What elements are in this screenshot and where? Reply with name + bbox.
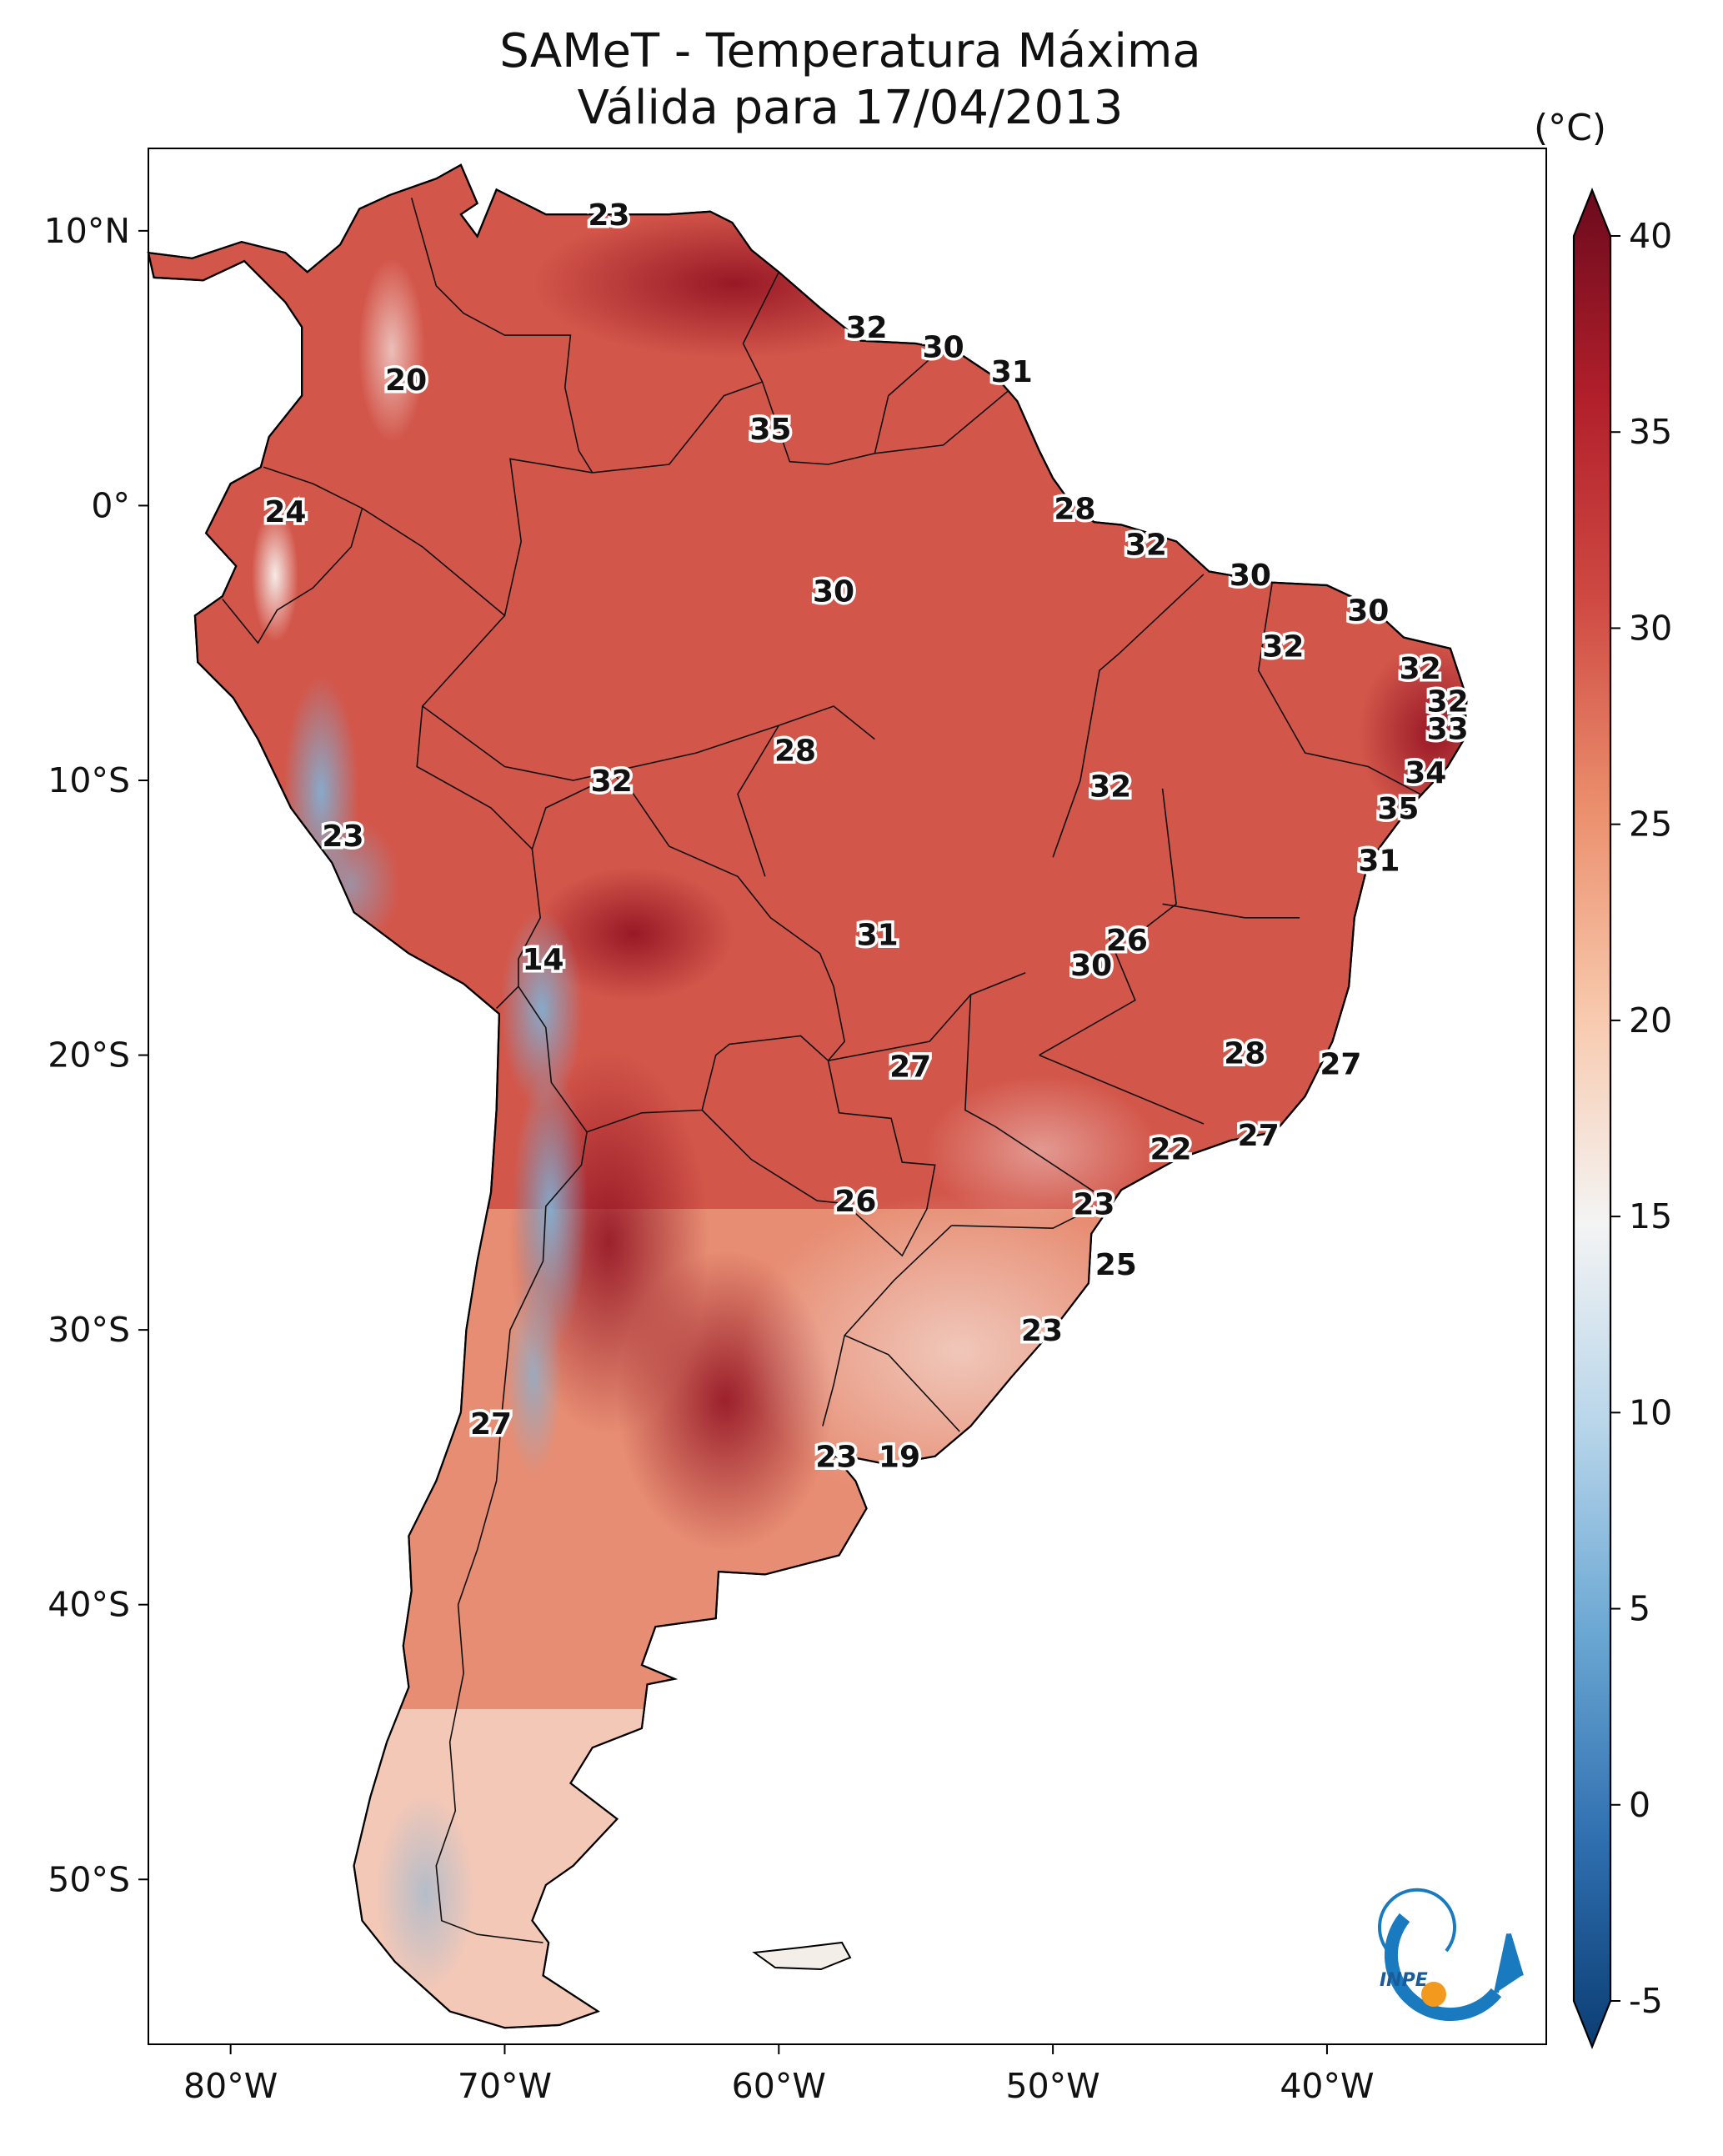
border-line xyxy=(701,1060,936,1257)
station-label: 34 xyxy=(1405,756,1446,790)
colorbar-tick-label: 5 xyxy=(1629,1589,1650,1629)
border-line xyxy=(1257,582,1421,795)
station-label: 27 xyxy=(470,1407,512,1442)
station-label: 32 xyxy=(591,765,633,799)
colorbar-tick-label: 15 xyxy=(1629,1196,1672,1236)
border-line xyxy=(874,389,1010,454)
y-tick-label: 10°N xyxy=(44,211,130,251)
border-line xyxy=(737,725,779,877)
station-label: 32 xyxy=(1400,652,1441,686)
x-tick-label: 70°W xyxy=(458,2066,552,2106)
longitude-axis: 80°W 70°W 60°W 50°W 40°W xyxy=(183,2044,1375,2106)
station-label: 26 xyxy=(834,1185,876,1219)
colorbar-tick-label: 35 xyxy=(1629,412,1672,452)
border-line xyxy=(1039,1054,1205,1125)
border-line xyxy=(410,198,594,474)
x-tick-label: 80°W xyxy=(183,2066,278,2106)
station-label: 35 xyxy=(1377,792,1419,826)
border-line xyxy=(828,971,1026,1061)
station-label: 30 xyxy=(1230,559,1271,593)
x-tick-label: 60°W xyxy=(732,2066,826,2106)
border-line xyxy=(263,458,593,617)
border-line xyxy=(531,774,846,1061)
colorbar-ticks: 40 35 30 25 20 15 10 5 0 -5 xyxy=(1610,216,1672,2021)
station-label: 30 xyxy=(1347,594,1389,629)
station-label: 30 xyxy=(923,330,964,364)
border-line xyxy=(1039,788,1177,1056)
station-label: 32 xyxy=(1125,529,1167,563)
border-line xyxy=(1052,574,1205,858)
station-label: 33 xyxy=(1427,712,1469,746)
station-label: 23 xyxy=(1073,1188,1114,1222)
border-line xyxy=(586,1035,829,1133)
border-line xyxy=(1162,903,1300,919)
colorbar-tick-label: 0 xyxy=(1629,1785,1650,1825)
station-label: 28 xyxy=(774,735,816,769)
station-label: 27 xyxy=(1320,1047,1361,1081)
logo-sun-icon xyxy=(1421,1982,1446,2007)
border-line xyxy=(964,995,1109,1201)
station-label: 28 xyxy=(1224,1036,1265,1070)
station-label: 27 xyxy=(1238,1119,1280,1153)
y-tick-label: 30°S xyxy=(48,1310,130,1350)
station-label: 14 xyxy=(522,943,563,977)
x-tick-label: 50°W xyxy=(1006,2066,1100,2106)
country-borders xyxy=(222,198,1421,1943)
station-label: 23 xyxy=(1021,1314,1063,1348)
border-line xyxy=(416,614,542,1010)
station-label: 20 xyxy=(385,364,427,398)
station-label: 31 xyxy=(991,355,1033,389)
inpe-logo: INPE xyxy=(1378,1888,1524,2022)
y-tick-label: 50°S xyxy=(48,1859,130,1899)
station-label: 23 xyxy=(815,1441,857,1475)
title-line-2: Válida para 17/04/2013 xyxy=(577,81,1124,135)
y-tick-label: 10°S xyxy=(48,760,130,800)
colorbar-scale xyxy=(1572,188,1612,2049)
border-line xyxy=(422,705,875,781)
station-label: 25 xyxy=(1095,1248,1137,1282)
x-tick-label: 40°W xyxy=(1280,2066,1374,2106)
station-label: 32 xyxy=(1089,770,1131,805)
y-tick-label: 0° xyxy=(91,485,130,525)
station-label: 23 xyxy=(322,820,363,854)
station-label: 31 xyxy=(1358,845,1400,879)
station-label: 19 xyxy=(879,1441,920,1475)
station-label: 31 xyxy=(857,919,899,953)
colorbar-tick-label: 30 xyxy=(1629,608,1672,648)
colorbar-tick-label: 25 xyxy=(1629,805,1672,845)
map-title: SAMeT - Temperatura Máxima Válida para 1… xyxy=(150,23,1550,137)
station-label: 35 xyxy=(749,413,791,447)
y-tick-label: 20°S xyxy=(48,1035,130,1075)
colorbar-tick-label: 40 xyxy=(1629,216,1672,256)
logo-swoosh-icon xyxy=(1384,1913,1502,2022)
colorbar-tick-label: 10 xyxy=(1629,1392,1672,1432)
colorbar: 40 35 30 25 20 15 10 5 0 -5 xyxy=(1572,188,1672,2049)
station-label: 23 xyxy=(588,198,629,233)
latitude-axis: 10°N 0° 10°S 20°S 30°S 40°S 50°S xyxy=(44,211,148,1899)
title-line-1: SAMeT - Temperatura Máxima xyxy=(499,24,1201,78)
station-label: 30 xyxy=(1070,949,1112,983)
colorbar-tick-label: 20 xyxy=(1629,1000,1672,1040)
station-label: 32 xyxy=(1427,684,1469,719)
colorbar-tick-label: -5 xyxy=(1629,1981,1663,2021)
y-tick-label: 40°S xyxy=(48,1585,130,1625)
logo-text: INPE xyxy=(1380,1970,1428,1991)
logo-arrow-icon xyxy=(1494,1933,1524,1993)
station-label: 22 xyxy=(1150,1133,1191,1167)
colorbar-unit: (°C) xyxy=(1534,107,1607,149)
border-line xyxy=(844,1334,960,1432)
station-label: 28 xyxy=(1054,493,1095,527)
station-label: 30 xyxy=(813,575,854,609)
station-label: 27 xyxy=(889,1050,931,1085)
border-line xyxy=(951,1200,1109,1230)
station-label: 32 xyxy=(1262,630,1304,664)
station-label: 32 xyxy=(845,311,887,345)
station-label: 24 xyxy=(264,495,306,529)
falkland-islands xyxy=(752,1941,852,1971)
border-line xyxy=(761,353,936,465)
station-label: 26 xyxy=(1106,924,1148,958)
border-line xyxy=(222,508,363,644)
